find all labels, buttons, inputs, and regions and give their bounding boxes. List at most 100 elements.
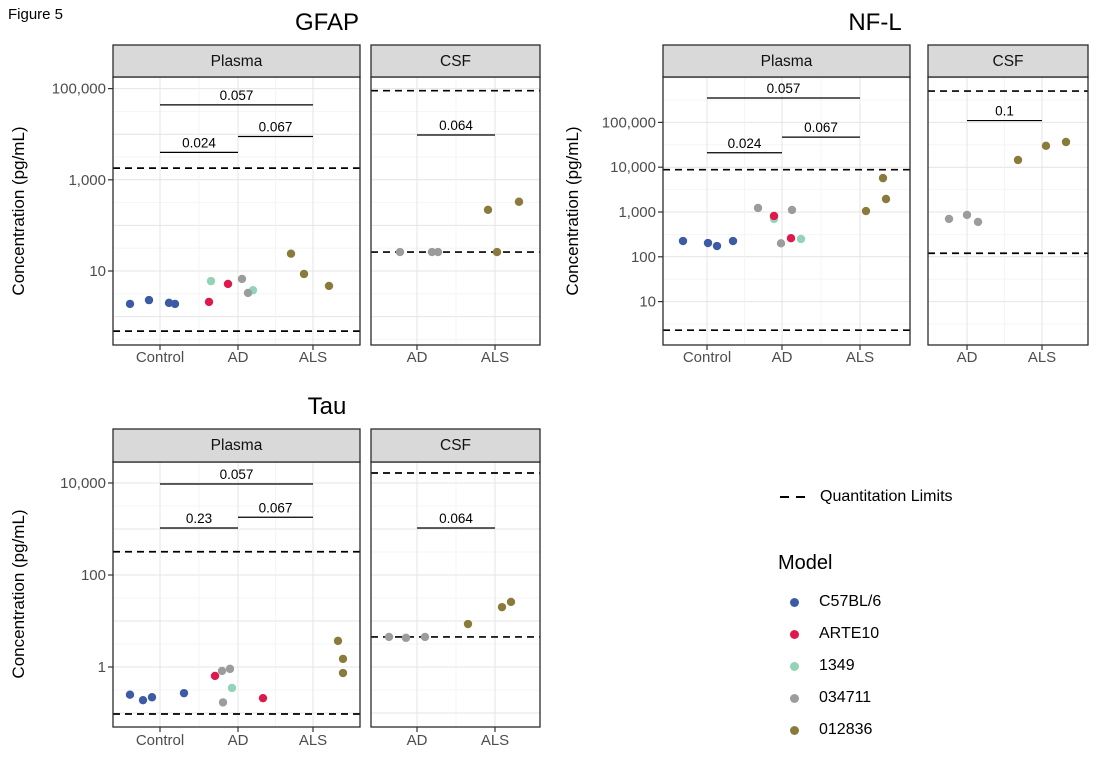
facet-strip xyxy=(662,44,911,78)
p-value-label: 0.067 xyxy=(804,120,838,135)
point-034711 xyxy=(420,632,430,642)
point-034711 xyxy=(384,632,394,642)
point-012836 xyxy=(1061,137,1071,147)
x-tick-label: Control xyxy=(136,732,184,749)
significance-bracket: 0.067 xyxy=(782,120,860,138)
data-points xyxy=(678,173,891,251)
p-value-label: 0.067 xyxy=(259,500,293,515)
legend-item: 034711 xyxy=(768,682,953,714)
data-points xyxy=(125,636,348,707)
point-034711 xyxy=(401,633,411,643)
data-points xyxy=(395,197,524,257)
facet-strip-label: CSF xyxy=(440,437,471,454)
p-value-label: 0.057 xyxy=(220,467,254,482)
y-tick-label: 1,000 xyxy=(68,172,106,189)
legend-entries: C57BL/6 ARTE10 1349 034711 012836 xyxy=(768,586,953,746)
point-c57bl-6 xyxy=(728,236,738,246)
point-c57bl-6 xyxy=(170,299,180,309)
dashed-line-sample xyxy=(780,495,805,499)
point-034711 xyxy=(944,214,954,224)
panel-background xyxy=(113,462,360,727)
point-034711 xyxy=(243,288,253,298)
point-c57bl-6 xyxy=(138,695,148,705)
point-012836 xyxy=(497,602,507,612)
significance-bracket: 0.23 xyxy=(160,511,238,529)
significance-bracket: 0.057 xyxy=(160,467,313,485)
y-tick-label: 10 xyxy=(639,294,656,311)
point-1349 xyxy=(796,234,806,244)
x-tick-label: AD xyxy=(772,349,793,366)
legend-title: Model xyxy=(778,552,833,574)
data-points xyxy=(944,137,1071,227)
point-034711 xyxy=(427,247,437,257)
point-012836 xyxy=(861,206,871,216)
y-tick-label: 1 xyxy=(98,659,106,676)
x-tick-label: ALS xyxy=(481,349,509,366)
y-tick-label: 100,000 xyxy=(602,114,656,131)
legend-item: 012836 xyxy=(768,714,953,746)
point-012836 xyxy=(514,197,524,206)
p-value-label: 0.23 xyxy=(186,511,212,526)
point-arte10 xyxy=(786,234,796,243)
panel-plasma: 0.057 0.024 0.067 Plasma Control AD ALS xyxy=(112,44,361,366)
p-value-label: 0.057 xyxy=(220,88,254,103)
point-c57bl-6 xyxy=(147,693,157,702)
facet-strip xyxy=(927,44,1089,78)
point-012836 xyxy=(338,654,348,664)
panel-csf: 0.064 CSF AD ALS xyxy=(370,44,541,366)
point-034711 xyxy=(753,203,763,213)
significance-bracket: 0.024 xyxy=(160,135,238,153)
model-color-dot xyxy=(790,629,799,639)
significance-bracket: 0.064 xyxy=(417,118,495,136)
point-arte10 xyxy=(258,693,268,703)
p-value-label: 0.064 xyxy=(439,511,473,526)
facet-strip xyxy=(112,44,361,78)
x-tick-label: ALS xyxy=(846,349,874,366)
gridlines xyxy=(371,462,540,727)
point-012836 xyxy=(492,247,502,257)
point-034711 xyxy=(225,664,235,674)
legend: Quantitation Limits Model C57BL/6 ARTE10… xyxy=(768,486,953,746)
point-c57bl-6 xyxy=(703,238,713,248)
significance-bracket: 0.1 xyxy=(967,104,1042,122)
significance-bracket: 0.064 xyxy=(417,511,495,529)
chart-title: Tau xyxy=(308,393,347,420)
x-tick-label: ALS xyxy=(299,732,327,749)
y-axis-label: Concentration (pg/mL) xyxy=(9,509,28,678)
p-value-label: 0.024 xyxy=(728,136,762,151)
significance-bracket: 0.057 xyxy=(707,81,860,99)
model-label: 034711 xyxy=(819,689,872,706)
panel-background xyxy=(371,77,540,345)
model-label: C57BL/6 xyxy=(819,593,882,610)
x-tick-label: AD xyxy=(957,349,978,366)
gridlines xyxy=(371,77,540,345)
legend-item: 1349 xyxy=(768,650,953,682)
significance-bracket: 0.024 xyxy=(707,136,782,154)
y-tick-label: 10,000 xyxy=(610,159,656,176)
model-color-dot xyxy=(790,693,799,703)
x-tick-label: AD xyxy=(407,732,428,749)
y-tick-label: 100,000 xyxy=(52,81,106,98)
facet-strip xyxy=(370,44,541,78)
panel-plasma: 0.057 0.024 0.067 Plasma Control AD ALS xyxy=(662,44,911,366)
model-color-dot xyxy=(790,661,799,671)
gridlines xyxy=(663,77,910,345)
point-012836 xyxy=(1013,155,1023,165)
y-tick-label: 100 xyxy=(631,249,656,266)
gridlines xyxy=(113,77,360,345)
point-034711 xyxy=(395,247,405,257)
facet-strip xyxy=(112,428,361,463)
x-tick-label: ALS xyxy=(481,732,509,749)
point-012836 xyxy=(286,249,296,258)
panel-csf: 0.064 CSF AD ALS xyxy=(370,428,541,749)
significance-bracket: 0.067 xyxy=(238,500,313,518)
point-arte10 xyxy=(223,279,233,289)
point-012836 xyxy=(506,597,516,607)
p-value-label: 0.067 xyxy=(259,120,293,135)
point-012836 xyxy=(1041,141,1051,151)
p-value-label: 0.057 xyxy=(767,81,801,96)
model-color-dot xyxy=(790,597,799,607)
model-label: 012836 xyxy=(819,721,873,738)
figure-number-label: Figure 5 xyxy=(8,6,64,23)
